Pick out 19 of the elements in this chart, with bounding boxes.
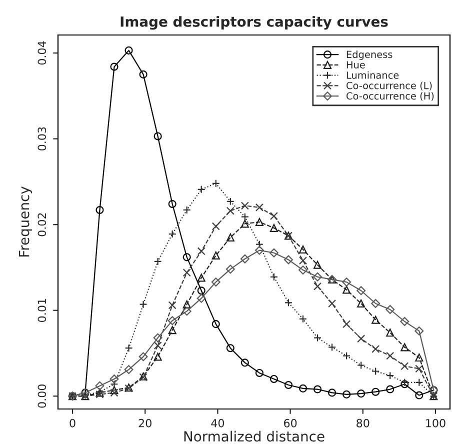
legend-label: Edgeness <box>346 50 392 60</box>
x-tick-label: 20 <box>138 418 152 428</box>
y-tick-label: 0.03 <box>38 127 46 150</box>
x-tick-label: 0 <box>70 418 76 428</box>
legend-label: Co-occurrence (L) <box>346 82 432 90</box>
y-axis-title: Frequency <box>18 186 32 257</box>
x-tick-label: 100 <box>426 418 446 428</box>
legend-label: Co-occurrence (H) <box>346 92 434 101</box>
x-tick-label: 60 <box>284 418 297 428</box>
x-tick-label: 40 <box>211 418 224 428</box>
x-axis-title: Normalized distance <box>184 430 324 442</box>
chart-title: Image descriptors capacity curves <box>120 16 388 30</box>
legend-label: Luminance <box>346 71 399 79</box>
x-tick-label: 80 <box>356 418 370 428</box>
y-tick-label: 0.00 <box>38 384 46 408</box>
y-tick-label: 0.02 <box>38 213 46 236</box>
y-tick-label: 0.04 <box>38 41 46 65</box>
y-tick-label: 0.01 <box>38 299 46 322</box>
legend-label: Hue <box>346 61 365 68</box>
